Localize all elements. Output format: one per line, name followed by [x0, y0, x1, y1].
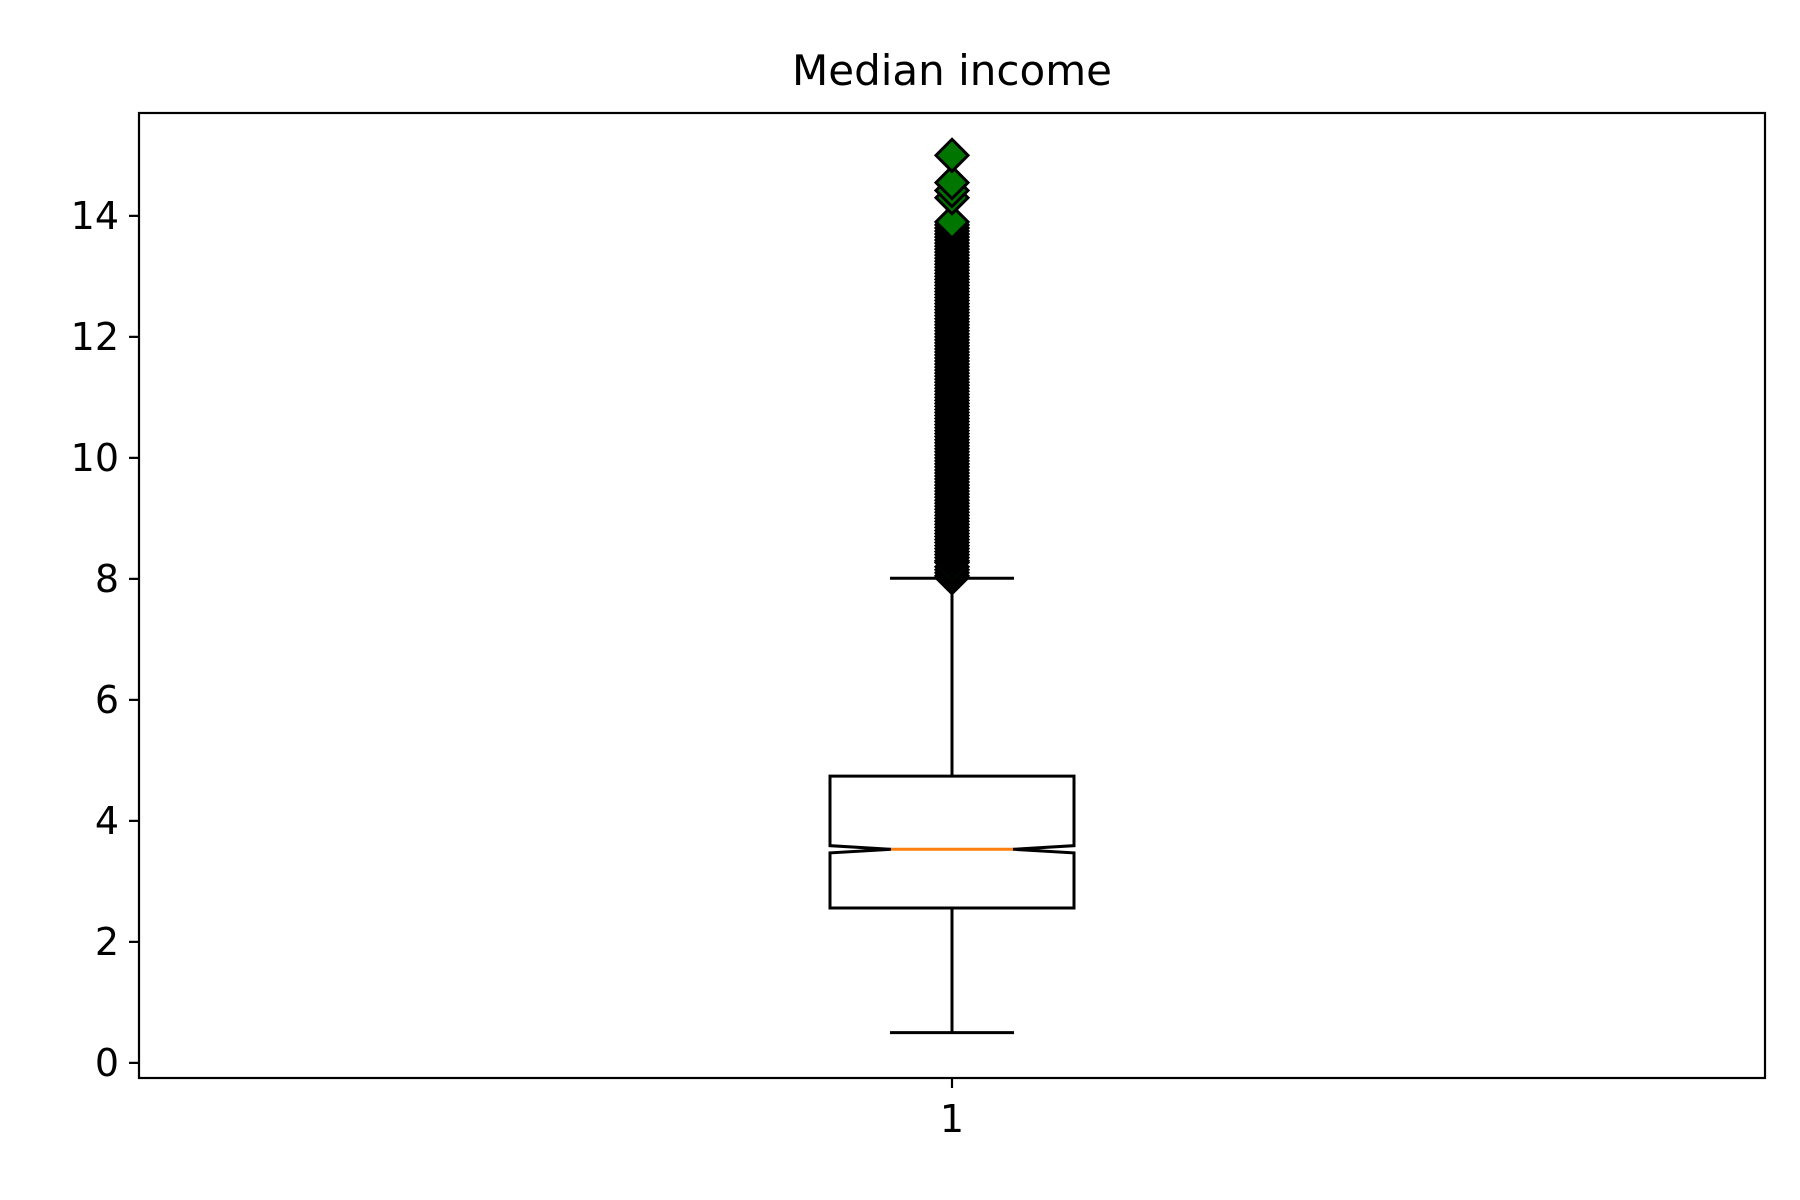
y-tick-label: 8 [95, 557, 119, 601]
outlier-point [933, 203, 971, 241]
outlier-point [933, 164, 971, 201]
y-tick-label: 4 [95, 799, 119, 843]
y-tick-label: 12 [71, 315, 119, 359]
y-tick-label: 14 [71, 194, 119, 238]
notched-box [828, 774, 1076, 910]
axes: 0 2 4 6 8 10 12 14 1 [71, 111, 1767, 1141]
y-tick-label: 10 [71, 436, 119, 480]
plot-area [828, 137, 1076, 1035]
y-tick-label: 0 [95, 1041, 119, 1085]
x-tick-label: 1 [940, 1097, 964, 1141]
chart-title: Median income [792, 46, 1112, 95]
y-tick-label: 2 [95, 920, 119, 964]
outlier-point [933, 137, 971, 174]
y-tick-label: 6 [95, 678, 119, 722]
